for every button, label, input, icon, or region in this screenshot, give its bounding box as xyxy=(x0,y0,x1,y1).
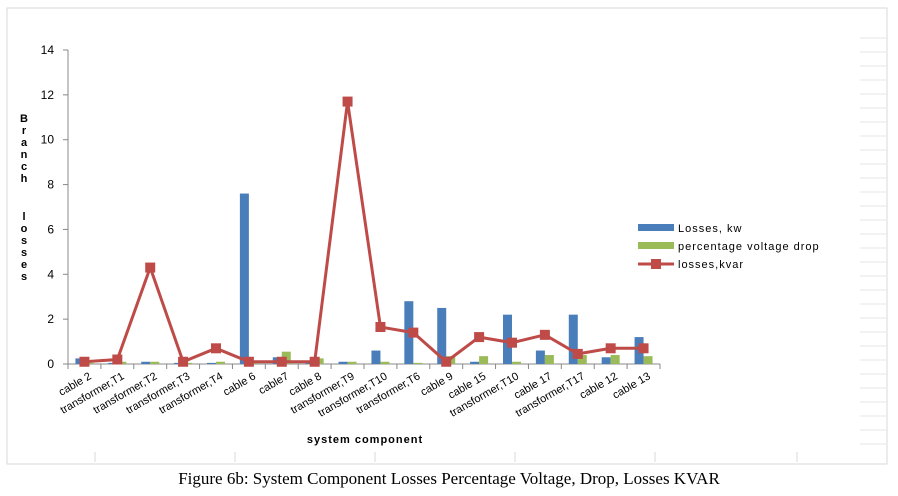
bar-losses-kw xyxy=(535,350,545,364)
y-title-letter: s xyxy=(21,235,27,247)
legend-label: Losses, kw xyxy=(678,223,742,235)
line-marker xyxy=(605,343,616,354)
y-title-letter: s xyxy=(21,247,27,259)
bar-voltage-drop xyxy=(479,356,489,364)
bar-voltage-drop xyxy=(643,356,653,364)
line-marker xyxy=(145,262,156,273)
y-title-letter: r xyxy=(22,125,27,137)
chart-legend: Losses, kw percentage voltage drop losses,… xyxy=(638,223,820,271)
line-marker xyxy=(276,356,287,367)
line-marker xyxy=(408,327,419,338)
bar-losses-kw xyxy=(437,307,447,364)
bar-losses-kw xyxy=(338,361,348,364)
y-tick-label: 6 xyxy=(47,222,54,236)
y-tick-label: 8 xyxy=(47,178,54,192)
line-marker xyxy=(79,356,90,367)
bar-voltage-drop xyxy=(413,362,423,364)
line-marker xyxy=(342,96,353,107)
bar-voltage-drop xyxy=(610,355,620,364)
y-title-letter: h xyxy=(21,173,28,185)
line-marker xyxy=(243,356,254,367)
legend-swatch-marker xyxy=(651,259,661,269)
legend-label: percentage voltage drop xyxy=(678,241,820,253)
bar-voltage-drop xyxy=(380,361,390,364)
line-marker xyxy=(211,343,221,354)
bar-losses-kw xyxy=(568,314,578,364)
legend-swatch xyxy=(638,224,674,231)
y-title-letter: s xyxy=(21,271,27,283)
line-marker xyxy=(474,332,485,343)
y-title-letter: a xyxy=(21,137,28,149)
y-title-letter: l xyxy=(22,211,25,223)
line-marker xyxy=(375,321,386,332)
bar-losses-kw xyxy=(239,193,249,364)
y-title-letter: n xyxy=(21,149,28,161)
y-tick-label: 4 xyxy=(47,267,54,281)
x-axis-title: system component xyxy=(307,434,423,446)
line-marker xyxy=(638,343,649,354)
decorative-bottom-ticks xyxy=(94,452,798,462)
bar-voltage-drop xyxy=(577,355,587,364)
chart-border xyxy=(6,7,888,465)
bar-losses-kw xyxy=(207,362,216,364)
bar-voltage-drop xyxy=(512,361,521,364)
figure-caption: Figure 6b: System Component Losses Perce… xyxy=(178,469,720,488)
y-title-letter: B xyxy=(20,113,28,125)
y-axis: 0 2 4 6 8 10 12 14 xyxy=(41,43,69,371)
bar-voltage-drop xyxy=(544,355,554,364)
line-marker xyxy=(309,356,320,367)
y-tick-label: 10 xyxy=(41,133,55,147)
decorative-gridlines xyxy=(860,37,886,445)
line-marker xyxy=(539,329,550,340)
y-tick-label: 2 xyxy=(47,312,54,326)
legend-label: losses,kvar xyxy=(678,259,744,271)
line-marker xyxy=(441,356,452,367)
legend-item: Losses, kw xyxy=(638,223,742,235)
legend-item: percentage voltage drop xyxy=(638,241,820,253)
y-title-letter: c xyxy=(21,161,27,173)
line-marker xyxy=(178,356,189,367)
y-title-letter: o xyxy=(21,223,28,235)
bar-losses-kw xyxy=(371,350,381,364)
y-title-letter: e xyxy=(21,259,27,271)
bar-voltage-drop xyxy=(216,361,225,364)
line-marker xyxy=(507,337,517,348)
line-losses-kvar xyxy=(84,101,644,364)
y-tick-label: 14 xyxy=(41,43,55,57)
line-marker xyxy=(112,354,123,365)
legend-item: losses,kvar xyxy=(638,259,744,271)
y-tick-label: 12 xyxy=(41,88,55,102)
y-tick-label: 0 xyxy=(47,357,54,371)
bar-losses-kw xyxy=(601,357,611,364)
bar-losses-kw xyxy=(141,361,151,364)
bar-voltage-drop xyxy=(150,361,160,364)
line-series-group xyxy=(79,96,649,367)
bar-losses-kw xyxy=(470,361,480,364)
line-marker xyxy=(572,348,583,359)
y-title-word: losses xyxy=(21,211,28,283)
legend-swatch xyxy=(638,242,674,249)
bar-voltage-drop xyxy=(347,361,357,364)
